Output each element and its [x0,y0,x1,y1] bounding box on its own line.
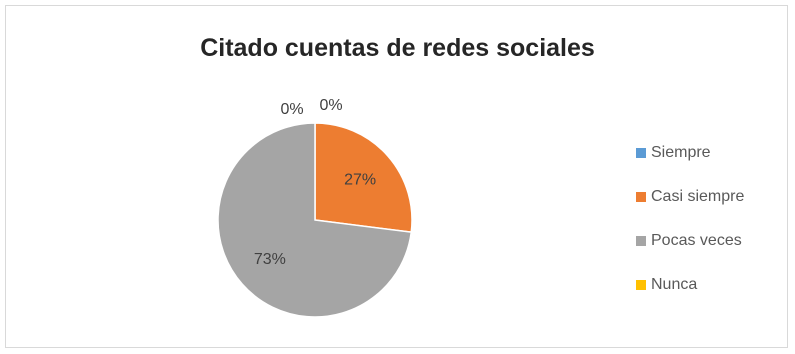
legend-item-nunca: Nunca [636,276,697,293]
pie-slice-pocas-veces [217,122,413,318]
legend-swatch [636,148,646,158]
legend-label: Nunca [651,276,697,293]
legend-item-casi-siempre: Casi siempre [636,188,744,205]
chart-title: Citado cuentas de redes sociales [200,34,595,62]
legend-swatch [636,236,646,246]
data-label-nunca: 0% [319,97,342,114]
legend-item-pocas-veces: Pocas veces [636,232,742,249]
data-label-casi-siempre: 27% [344,171,376,188]
legend-swatch [636,192,646,202]
legend-label: Pocas veces [651,232,742,249]
legend-label: Siempre [651,144,711,161]
legend-label: Casi siempre [651,188,744,205]
legend-item-siempre: Siempre [636,144,711,161]
data-label-pocas-veces: 73% [254,251,286,268]
pie-slice-casi-siempre [314,122,413,233]
legend-swatch [636,280,646,290]
data-label-siempre: 0% [280,101,303,118]
